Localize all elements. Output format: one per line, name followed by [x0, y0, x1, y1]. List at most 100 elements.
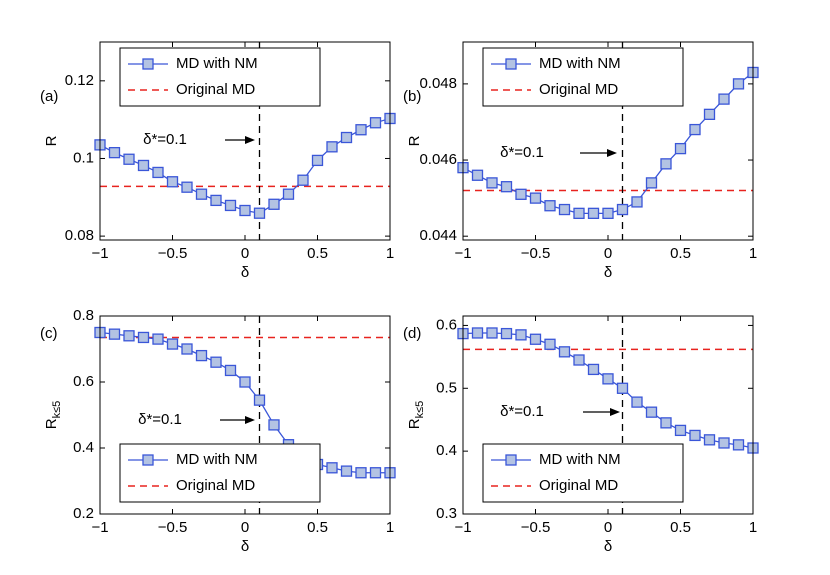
x-tick-label: 0	[604, 519, 612, 536]
marker	[340, 131, 353, 144]
y-tick-label: 0.048	[419, 75, 457, 92]
legend-label: MD with NM	[539, 55, 621, 72]
marker	[631, 196, 643, 208]
marker	[123, 330, 135, 342]
marker	[703, 108, 716, 120]
y-axis-label-main: R	[406, 135, 423, 146]
annotation: δ*=0.1	[138, 411, 182, 428]
marker	[645, 406, 658, 418]
marker	[660, 417, 672, 429]
y-tick-label: 0.5	[436, 379, 457, 396]
marker	[326, 141, 338, 153]
y-tick-label: 0.3	[436, 505, 457, 522]
marker	[515, 188, 527, 200]
marker	[718, 437, 730, 449]
x-axis-label: δ	[604, 538, 612, 555]
x-tick-label: 1	[749, 519, 757, 536]
legend-marker	[505, 454, 517, 466]
y-axis-label: Rk≤5	[406, 401, 426, 430]
legend-box	[482, 443, 684, 503]
marker	[123, 153, 135, 165]
annotation-arrowhead	[607, 149, 617, 157]
marker	[268, 419, 280, 431]
y-axis-label-main: R	[43, 135, 60, 146]
marker	[471, 327, 484, 339]
x-tick-label: −0.5	[158, 519, 188, 536]
panel: −1 −0.5 0 0.5 1 0.044 0.046 0.048 δ R (b) δ*=0.1 MD …	[403, 41, 759, 281]
marker	[268, 198, 280, 210]
marker	[500, 181, 513, 193]
y-tick-label: 0.6	[73, 373, 94, 390]
y-axis-label-main: R	[406, 418, 423, 429]
marker	[602, 207, 614, 219]
legend-marker	[142, 58, 154, 70]
y-tick-label: 0.6	[436, 316, 457, 333]
marker	[152, 333, 164, 345]
x-axis-label: δ	[241, 538, 249, 555]
marker	[108, 328, 121, 340]
y-tick-label: 0.12	[65, 72, 94, 89]
x-tick-label: 0	[241, 245, 249, 262]
x-axis-label: δ	[241, 264, 249, 281]
marker	[239, 376, 251, 388]
marker	[616, 382, 629, 394]
x-tick-label: 0	[604, 245, 612, 262]
y-axis-label: Rk≤5	[43, 401, 63, 430]
marker	[166, 338, 179, 350]
y-tick-label: 0.1	[73, 149, 94, 166]
marker	[515, 329, 527, 341]
x-tick-label: 1	[386, 245, 394, 262]
x-tick-label: −1	[91, 519, 108, 536]
axes-box	[99, 41, 391, 241]
annotation: δ*=0.1	[500, 403, 544, 420]
annotation-arrowhead	[610, 408, 620, 416]
x-tick-label: 0.5	[670, 245, 691, 262]
legend-label: MD with NM	[539, 451, 621, 468]
marker	[631, 396, 643, 408]
annotation: δ*=0.1	[143, 131, 187, 148]
x-tick-label: −0.5	[521, 245, 551, 262]
marker	[311, 154, 324, 167]
marker	[500, 327, 513, 340]
marker	[282, 188, 295, 200]
marker	[573, 207, 585, 219]
x-tick-label: 0.5	[307, 245, 328, 262]
marker	[602, 373, 614, 385]
marker	[587, 363, 600, 376]
marker	[166, 176, 179, 188]
marker	[137, 331, 150, 344]
panel-label: (d)	[403, 325, 421, 342]
x-tick-label: 1	[749, 245, 757, 262]
x-tick-label: −0.5	[158, 245, 188, 262]
axes-box	[462, 41, 754, 241]
marker	[210, 356, 222, 368]
marker	[224, 199, 237, 212]
marker	[195, 349, 208, 362]
y-tick-label: 0.8	[73, 307, 94, 324]
marker	[732, 439, 745, 451]
x-tick-label: −1	[91, 245, 108, 262]
marker	[152, 166, 164, 179]
legend-box	[119, 443, 321, 503]
marker	[689, 123, 701, 136]
annotation-arrowhead	[245, 136, 255, 144]
legend-label: MD with NM	[176, 451, 258, 468]
panel-label: (b)	[403, 88, 421, 105]
marker	[573, 354, 585, 366]
panel: −1 −0.5 0 0.5 1 0.2 0.4 0.6 0.8 δ Rk≤5 (c) δ*=0.1 MD …	[40, 307, 396, 555]
marker	[544, 338, 556, 350]
panel-label: (a)	[40, 88, 58, 105]
y-tick-label: 0.044	[419, 227, 457, 244]
marker	[718, 93, 730, 105]
axes-box	[462, 315, 754, 515]
marker	[486, 177, 498, 189]
marker	[587, 207, 600, 219]
x-tick-label: 0.5	[670, 519, 691, 536]
marker	[645, 177, 658, 189]
x-tick-label: −1	[454, 245, 471, 262]
y-axis-label: R	[406, 135, 423, 146]
marker	[355, 467, 367, 479]
y-tick-label: 0.046	[419, 151, 457, 168]
y-tick-label: 0.4	[436, 442, 457, 459]
marker	[674, 142, 687, 155]
